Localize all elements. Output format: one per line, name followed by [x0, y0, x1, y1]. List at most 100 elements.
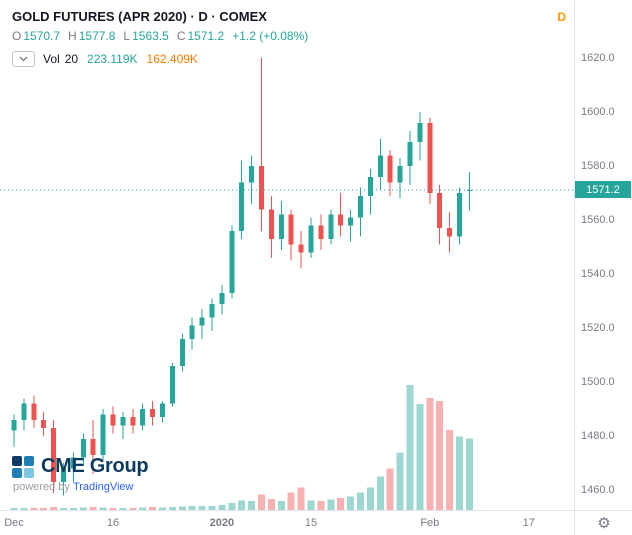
volume-bar [178, 506, 186, 510]
candle-body [308, 225, 314, 253]
volume-bar [307, 500, 315, 510]
volume-bar [228, 502, 236, 510]
change-value: +1.2 (+0.08%) [232, 29, 309, 43]
candle-body [41, 419, 47, 428]
candle-body [90, 438, 96, 455]
candle-body [189, 325, 195, 339]
volume-bar [30, 508, 38, 510]
candle-body [110, 414, 116, 426]
candle-body [259, 166, 264, 210]
volume-bar [188, 506, 196, 510]
volume-bar [208, 506, 216, 510]
volume-bar [386, 468, 394, 510]
low-label: L [123, 29, 131, 43]
candle-body [80, 438, 86, 458]
candle-body [11, 419, 17, 431]
volume-bar [20, 507, 28, 510]
candle-body [348, 217, 354, 226]
price-tick-label: 1460.0 [581, 484, 615, 497]
candle-body [407, 141, 413, 167]
volume-bar [376, 476, 384, 510]
time-axis[interactable]: Dec 16 2020 15 Feb 17 [0, 511, 574, 535]
price-axis[interactable]: 1620.0 1600.0 1580.0 1560.0 1540.0 1520.0 1500… [574, 0, 632, 510]
candle-body [150, 409, 156, 418]
price-tick-label: 1580.0 [581, 160, 615, 173]
volume-bar [248, 501, 256, 510]
close-value: 1571.2 [187, 29, 225, 43]
price-tick-label: 1600.0 [581, 106, 615, 119]
legend-collapse-button[interactable] [12, 51, 35, 67]
volume-indicator-row: Vol 20 223.119K 162.409K [12, 49, 308, 69]
candle-body [100, 414, 106, 455]
volume-bar [436, 401, 444, 510]
price-tick-label: 1520.0 [581, 322, 615, 335]
candle-body [298, 244, 304, 253]
cme-group-logo[interactable]: CME Group powered by TradingView [12, 455, 149, 493]
symbol-title[interactable]: GOLD FUTURES (APR 2020) · D · COMEX [12, 8, 267, 24]
settings-gear-icon[interactable]: ⚙ [597, 515, 611, 532]
candle-body [278, 214, 284, 239]
volume-bar [50, 507, 58, 510]
price-tick-label: 1540.0 [581, 268, 615, 281]
delayed-data-badge[interactable]: D [557, 10, 566, 24]
volume-bar [465, 438, 473, 510]
high-label: H [68, 29, 77, 43]
candle-body [427, 122, 433, 194]
volume-bar [357, 492, 364, 510]
volume-bar [317, 501, 325, 510]
price-tick-label: 1620.0 [581, 52, 615, 65]
candle-body [268, 209, 274, 239]
cme-group-wordmark[interactable]: CME Group [41, 455, 149, 477]
candle-body [328, 214, 334, 239]
volume-bar [258, 494, 265, 510]
candle-body [288, 214, 294, 245]
price-tick-label: 1480.0 [581, 430, 615, 443]
volume-bar [69, 508, 77, 510]
chart-legend: GOLD FUTURES (APR 2020) · D · COMEX O 157… [12, 6, 308, 69]
axis-settings-corner: ⚙ [574, 511, 632, 535]
time-tick-label: 17 [522, 517, 535, 529]
candle-body [130, 417, 136, 426]
last-price-label: 1571.2 [575, 181, 631, 199]
volume-bar [89, 507, 97, 510]
time-axis-row: Dec 16 2020 15 Feb 17 ⚙ [0, 510, 632, 535]
high-value: 1577.8 [78, 29, 116, 43]
candlestick-chart[interactable] [0, 0, 574, 510]
volume-bar [79, 507, 87, 510]
candle-body [417, 122, 423, 142]
candle-body [179, 338, 185, 366]
volume-bar [327, 499, 335, 510]
candle-body [367, 176, 373, 196]
candle-body [169, 365, 175, 404]
candle-body [387, 155, 393, 183]
candle-body [70, 457, 76, 469]
volume-indicator-label[interactable]: Vol [43, 52, 60, 66]
candle-body [199, 317, 205, 326]
candle-body [239, 182, 245, 231]
candle-body [21, 403, 27, 420]
volume-bar [129, 507, 137, 510]
powered-by-label: powered by [13, 481, 70, 493]
open-label: O [12, 29, 22, 43]
time-tick-label: Feb [420, 517, 440, 529]
volume-bar [406, 385, 414, 510]
candle-body [358, 195, 363, 218]
volume-bar [396, 452, 404, 510]
volume-bar [60, 507, 67, 510]
low-value: 1563.5 [132, 29, 169, 43]
volume-bar [40, 508, 48, 510]
tradingview-link[interactable]: TradingView [72, 481, 134, 493]
close-label: C [176, 29, 186, 43]
volume-bar [337, 497, 345, 510]
time-tick-label: 16 [106, 517, 120, 529]
candle-body [219, 293, 225, 304]
price-tick-label: 1560.0 [581, 214, 615, 227]
chevron-down-icon [19, 56, 28, 62]
candle-body [229, 230, 235, 293]
ohlc-row: O 1570.7 H 1577.8 L 1563.5 C 1571.2 +1.2 (+0… [12, 26, 308, 46]
volume-value: 223.119K [87, 52, 138, 66]
volume-bar [149, 507, 157, 510]
candle-body [249, 166, 255, 183]
volume-bar [159, 507, 166, 510]
